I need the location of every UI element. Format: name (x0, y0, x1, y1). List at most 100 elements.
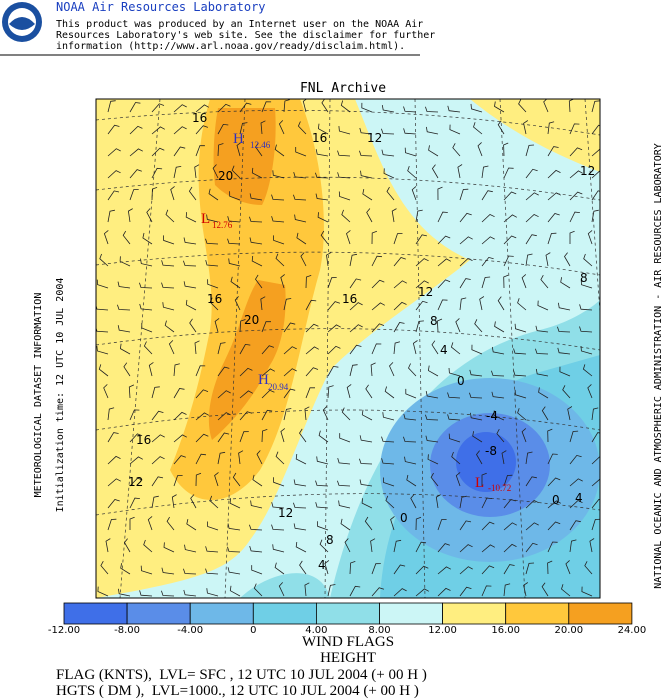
wind-barb (227, 523, 241, 531)
contour-label: 20.94 (268, 382, 289, 392)
wind-barb (427, 454, 439, 465)
wind-barb (503, 543, 517, 553)
wind-barb (283, 99, 290, 113)
wind-barb (503, 214, 517, 223)
wind-barb (415, 588, 429, 597)
wind-barb (569, 123, 580, 135)
wind-barb (584, 561, 593, 575)
wind-barb (127, 208, 133, 223)
wind-barb (535, 348, 549, 355)
colorbar-label: -12.00 (48, 625, 80, 636)
wind-barb (107, 455, 121, 465)
wind-barb (481, 214, 495, 223)
wind-barb (107, 100, 116, 113)
wind-barb (229, 191, 241, 201)
wind-barb (491, 346, 505, 355)
wind-barb (580, 345, 593, 355)
wind-barb (239, 343, 251, 355)
wind-barb (327, 365, 339, 377)
wind-barb (541, 582, 549, 597)
wind-barb (151, 147, 165, 157)
wind-barb (481, 585, 492, 597)
wind-barb (283, 368, 297, 377)
wind-barb (151, 476, 164, 487)
wind-barb (459, 586, 472, 597)
wind-barb (391, 208, 397, 223)
wind-barb (107, 518, 117, 531)
wind-barb (205, 568, 219, 575)
wind-barb (107, 170, 121, 179)
wind-barb (370, 362, 376, 377)
wind-barb (171, 494, 177, 509)
contour-label: 20 (218, 169, 233, 183)
wind-barb (349, 302, 363, 311)
wind-barb (261, 101, 272, 113)
wind-barb (139, 590, 153, 597)
wind-barb (239, 411, 253, 421)
wind-barb (591, 518, 600, 531)
wind-barb (107, 432, 119, 443)
wind-barb (545, 252, 551, 267)
wind-barb (305, 323, 319, 333)
wind-barb (459, 258, 473, 267)
wind-barb (390, 516, 395, 531)
wind-barb (514, 389, 527, 399)
wind-barb (326, 252, 331, 267)
wind-barb (547, 121, 555, 135)
contour-label: 16 (312, 131, 327, 145)
wind-barb (547, 453, 558, 465)
wind-barb (497, 296, 505, 311)
wind-barb (140, 565, 153, 575)
wind-barb (525, 476, 537, 487)
wind-barb (569, 430, 579, 443)
footer-line: HGTS ( DM ), LVL=1000., 12 UTC 10 JUL 20… (56, 683, 419, 699)
wind-barb (274, 562, 285, 575)
wind-barb (183, 281, 197, 289)
wind-barb (294, 214, 307, 223)
wind-barb (296, 232, 307, 245)
wind-barb (252, 474, 263, 487)
wind-barb (547, 500, 561, 509)
wind-barb (207, 279, 219, 289)
wind-barb (318, 430, 329, 443)
wind-barb (481, 190, 493, 201)
wind-barb (293, 171, 307, 179)
wind-barb (525, 168, 538, 179)
wind-barb (503, 274, 509, 289)
wind-barb (120, 563, 131, 575)
wind-barb (393, 341, 401, 355)
wind-barb (547, 146, 559, 157)
wind-barb (459, 297, 467, 311)
wind-barb (295, 453, 307, 465)
wind-barb (123, 362, 131, 377)
wind-barb (349, 344, 362, 355)
wind-barb (231, 165, 241, 179)
wind-barb (105, 538, 111, 553)
wind-barb (315, 172, 329, 179)
wind-barb (448, 433, 461, 443)
wind-barb (317, 123, 329, 135)
wind-barb (205, 546, 219, 553)
wind-barb (148, 362, 154, 377)
wind-barb (139, 303, 153, 311)
wind-barb (491, 370, 505, 377)
wind-barb (249, 545, 263, 553)
wind-barb (430, 472, 439, 487)
wind-barb (96, 279, 109, 289)
wind-barb (435, 494, 441, 509)
wind-barb (305, 346, 319, 355)
wind-barb (523, 120, 529, 135)
colorbar-label: 12.00 (428, 625, 457, 636)
wind-barb (238, 450, 244, 465)
wind-barb (151, 103, 165, 113)
wind-barb (436, 318, 443, 333)
contour-label: 20 (244, 313, 259, 327)
wind-barb (129, 169, 142, 179)
wind-barb (305, 299, 317, 311)
wind-barb (305, 387, 315, 399)
wind-barb (295, 541, 307, 553)
wind-barb (386, 186, 395, 201)
wind-barb (173, 104, 187, 113)
wind-barb (415, 320, 424, 333)
wind-barb (260, 120, 266, 135)
